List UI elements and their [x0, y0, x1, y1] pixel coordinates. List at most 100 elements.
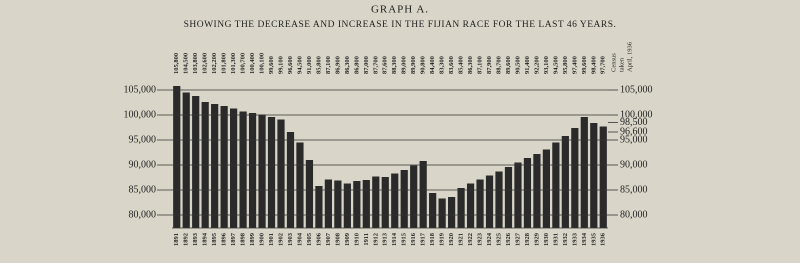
bar [315, 186, 323, 228]
x-tick-label: 1907 [325, 232, 332, 246]
value-label: 103,800 [192, 53, 199, 74]
value-label: 84,400 [429, 56, 436, 74]
bar [400, 170, 408, 228]
value-label: 95,800 [562, 56, 569, 74]
bar [353, 181, 361, 228]
bar [580, 117, 588, 228]
value-label: 87,000 [363, 56, 370, 74]
bar [248, 113, 257, 228]
x-tick-label: 1909 [344, 232, 351, 246]
value-label: 90,500 [514, 56, 521, 74]
value-label: 83,300 [439, 56, 446, 74]
x-tick-label: 1892 [183, 233, 190, 246]
y-tick-label: 85,000 [129, 184, 157, 195]
y-tick-label: 90,000 [129, 159, 157, 170]
value-label: 97,700 [600, 56, 607, 74]
y-tick-label: 80,000 [129, 209, 157, 220]
bar [429, 193, 437, 228]
value-label: 100,700 [240, 53, 247, 74]
bar [343, 183, 351, 228]
value-label: 94,500 [552, 56, 559, 74]
x-tick-label: 1902 [277, 233, 284, 246]
bar [561, 136, 569, 228]
bar [533, 154, 541, 228]
bar [514, 162, 522, 228]
value-label: 102,600 [202, 53, 209, 74]
bar [542, 149, 550, 228]
x-tick-label: 1894 [202, 232, 209, 246]
value-label: 87,900 [486, 56, 493, 74]
y2-tick-label: 96,600 [620, 126, 648, 137]
y-tick-label: 95,000 [129, 134, 157, 145]
x-tick-label: 1916 [410, 232, 417, 246]
x-tick-label: 1904 [296, 232, 303, 246]
bar [552, 142, 560, 228]
y2-tick-label: 90,000 [620, 159, 648, 170]
y2-tick-label: 105,000 [620, 84, 653, 95]
bar [182, 92, 190, 228]
bar [211, 104, 219, 228]
x-tick-label: 1922 [467, 233, 474, 246]
y2-tick-label: 85,000 [620, 184, 648, 195]
x-tick-label: 1921 [458, 233, 465, 246]
bar [296, 142, 304, 228]
x-tick-label: 1933 [571, 232, 578, 246]
x-tick-label: 1910 [353, 233, 360, 246]
y2-tick-label: 100,000 [620, 109, 653, 120]
value-label: 89,900 [410, 56, 417, 74]
bar [466, 183, 475, 228]
value-label: 87,100 [325, 56, 332, 74]
bar [334, 180, 342, 228]
value-label: 88,300 [391, 56, 398, 74]
x-tick-label: 1891 [173, 233, 180, 246]
x-tick-label: 1896 [221, 232, 228, 246]
x-tick-label: 1920 [448, 233, 455, 246]
x-tick-label: 1919 [439, 232, 446, 246]
value-label: 104,500 [183, 53, 190, 74]
x-tick-label: 1903 [287, 232, 294, 246]
value-label: 87,100 [477, 56, 484, 74]
value-label: 105,800 [173, 53, 180, 74]
bar [504, 167, 513, 228]
value-label: 97,400 [571, 56, 578, 74]
bar [438, 198, 446, 228]
value-label: 89,000 [401, 56, 408, 74]
x-tick-label: 1929 [533, 232, 540, 246]
value-label: 85,800 [315, 56, 322, 74]
x-tick-label: 1923 [477, 232, 484, 246]
x-tick-label: 1924 [486, 232, 493, 246]
value-label: 100,100 [259, 53, 266, 74]
x-tick-label: 1931 [552, 233, 559, 246]
bar [258, 114, 266, 228]
x-tick-label: 1898 [240, 232, 247, 246]
value-label: 86,900 [334, 56, 341, 74]
x-tick-label: 1906 [315, 232, 322, 246]
x-tick-label: 1936 [600, 232, 607, 246]
x-tick-label: 1915 [401, 232, 408, 246]
x-tick-label: 1918 [429, 232, 436, 246]
bar [324, 179, 332, 228]
x-tick-label: 1928 [524, 232, 531, 246]
bar [372, 176, 380, 228]
x-tick-label: 1926 [505, 232, 512, 246]
bar [220, 106, 228, 228]
value-label: 90,800 [420, 56, 427, 74]
value-label: 101,300 [230, 53, 237, 74]
bar [267, 117, 276, 228]
bar [192, 96, 200, 228]
bar [590, 123, 598, 228]
bar [457, 188, 465, 228]
x-tick-label: 1911 [363, 233, 370, 246]
bar [448, 197, 456, 228]
x-tick-label: 1927 [514, 232, 521, 246]
x-tick-label: 1913 [382, 232, 389, 246]
chart-title: GRAPH A. [371, 4, 429, 16]
value-label: 83,600 [448, 56, 455, 74]
bar [277, 119, 285, 228]
x-tick-label: 1897 [230, 232, 237, 246]
x-tick-label: 1930 [543, 233, 550, 246]
x-tick-label: 1917 [420, 232, 427, 246]
x-tick-label: 1901 [268, 233, 275, 246]
value-label: 99,600 [581, 56, 588, 74]
y2-tick-label: 80,000 [620, 209, 648, 220]
